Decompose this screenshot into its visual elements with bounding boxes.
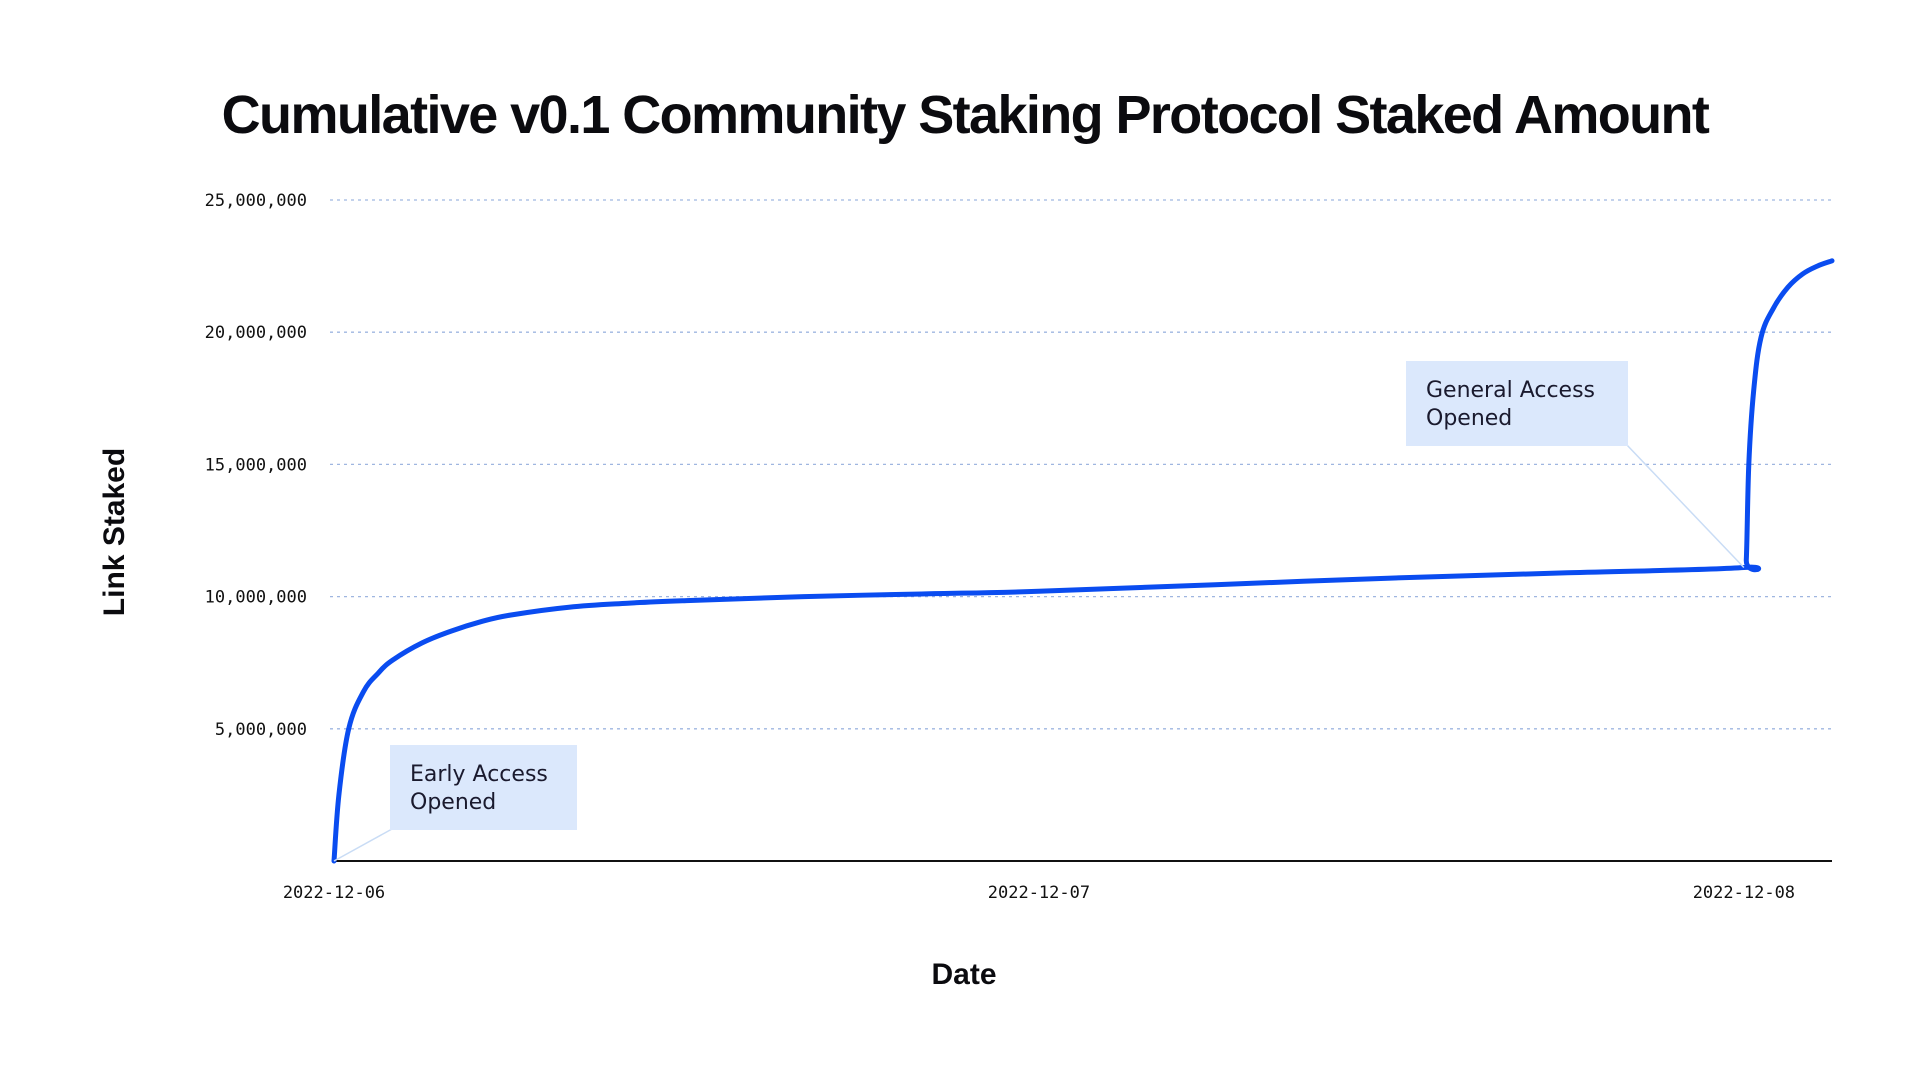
annotation-label: Opened (410, 790, 496, 815)
annotation-leader (333, 828, 393, 862)
x-tick-label: 2022-12-08 (1693, 883, 1795, 903)
series-layer (331, 258, 1835, 864)
annotation-label: Opened (1426, 406, 1512, 431)
x-tick-label: 2022-12-06 (283, 883, 385, 903)
y-tick-label: 5,000,000 (215, 720, 307, 740)
annotation-label: Early Access (410, 762, 548, 787)
annotation-label: General Access (1426, 378, 1595, 403)
chart-title: Cumulative v0.1 Community Staking Protoc… (221, 85, 1710, 145)
x-tick-label: 2022-12-07 (988, 883, 1090, 903)
annotation-leader (1625, 443, 1745, 569)
annotation-box (1406, 361, 1628, 446)
y-tick-label: 20,000,000 (205, 323, 307, 343)
annotation-box (390, 745, 577, 830)
y-axis-label: Link Staked (98, 448, 131, 616)
y-tick-label: 10,000,000 (205, 588, 307, 608)
y-tick-label: 25,000,000 (205, 191, 307, 211)
y-tick-label: 15,000,000 (205, 455, 307, 475)
annotations: Early Access Opened General Access Opened (333, 361, 1745, 862)
tick-labels: 5,000,000 10,000,000 15,000,000 20,000,000 2… (205, 191, 1795, 903)
series-line (331, 258, 1835, 864)
gridlines (330, 199, 1832, 730)
x-axis-label: Date (931, 958, 996, 991)
